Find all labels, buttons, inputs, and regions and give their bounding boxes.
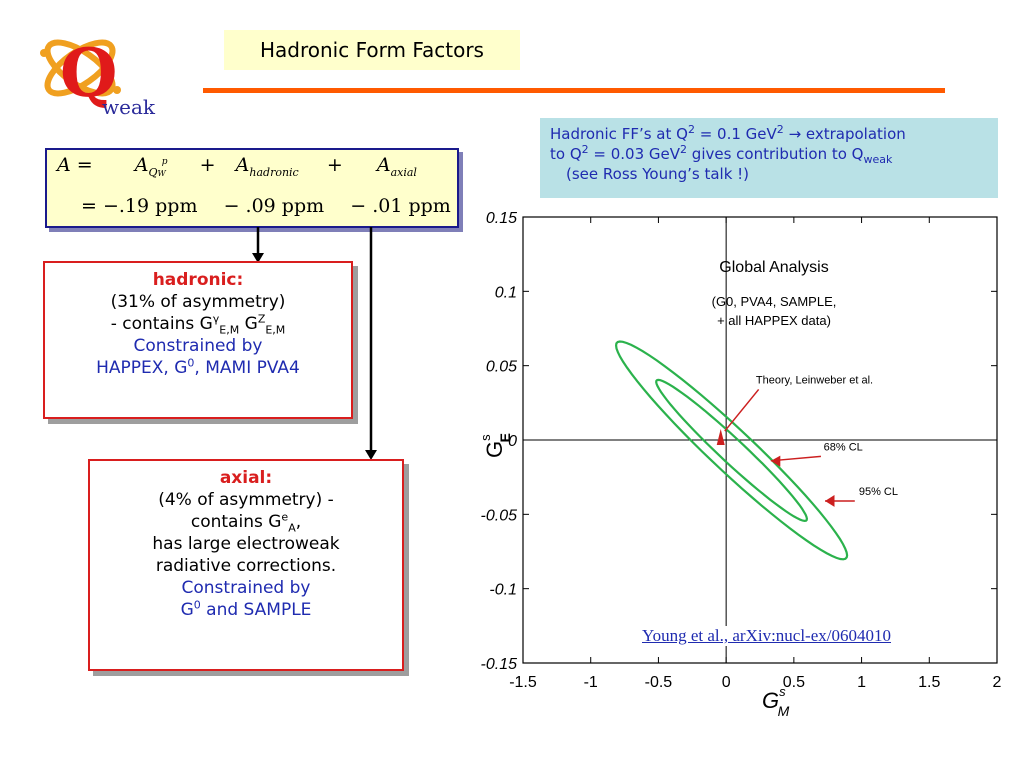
- eq-term-3: A: [376, 154, 391, 176]
- theory-marker: [716, 429, 725, 446]
- x-label-sup: s: [779, 684, 786, 699]
- x-tick-label: -1: [584, 674, 598, 691]
- x-axis-ticks: -1.5 -1 -0.5 0 0.5 1 1.5 2: [509, 217, 1002, 691]
- title-divider: [203, 88, 945, 93]
- y-axis-label: GsE: [480, 433, 513, 458]
- annotation-68cl: 68% CL: [824, 441, 863, 453]
- eq-term-1-sub: QW: [148, 166, 166, 179]
- hadronic-heading: hadronic:: [152, 270, 244, 290]
- x-tick-label: 1.5: [918, 674, 940, 691]
- asymmetry-equation: A = AQWp + Ahadronic + Aaxial = −.19 ppm…: [45, 148, 459, 228]
- hadronic-box: hadronic: (31% of asymmetry) - contains …: [43, 261, 353, 419]
- atom-icon: [44, 39, 116, 97]
- eq-lhs: A =: [57, 154, 93, 176]
- hadronic-line-3: Constrained by: [133, 336, 263, 356]
- eq-term-1: A: [134, 154, 149, 176]
- x-tick-label: 2: [993, 674, 1002, 691]
- y-label-sub: E: [497, 433, 513, 442]
- logo-letter: Q: [60, 34, 118, 112]
- annotation-68cl-arrowhead: [770, 455, 781, 467]
- equation-row-2: = −.19 ppm − .09 ppm − .01 ppm: [81, 195, 451, 217]
- info-line-1: Hadronic FF’s at Q2 = 0.1 GeV2 → extrapo…: [550, 123, 906, 143]
- y-label-sup: s: [480, 434, 493, 441]
- x-tick-label: 0.5: [783, 674, 805, 691]
- axial-line-5: Constrained by: [181, 578, 311, 598]
- chart-annotations: Theory, Leinweber et al. 68% CL 95% CL: [724, 375, 898, 507]
- zero-lines: [523, 217, 997, 663]
- chart-subtitle-2: + all HAPPEX data): [717, 313, 831, 328]
- y-axis-ticks: 0.15 0.1 0.05 0 -0.05 -0.1 -0.15: [481, 210, 997, 673]
- x-axis-label: Gs M: [762, 684, 790, 719]
- y-tick-label: 0.15: [486, 210, 517, 227]
- axial-line-6: G0 and SAMPLE: [180, 598, 312, 620]
- axial-line-1: (4% of asymmetry) -: [158, 490, 334, 510]
- eq-term-3-sub: axial: [390, 166, 417, 179]
- x-tick-label: 1: [857, 674, 866, 691]
- info-line-2: to Q2 = 0.03 GeV2 gives contribution to …: [550, 143, 893, 166]
- x-tick-label: -0.5: [645, 674, 673, 691]
- x-tick-label: 0: [722, 674, 731, 691]
- y-tick-label: 0.1: [495, 284, 517, 301]
- extrapolation-note: Hadronic FF’s at Q2 = 0.1 GeV2 → extrapo…: [540, 118, 998, 198]
- hadronic-line-2: - contains GγE,M GZE,M: [110, 312, 286, 337]
- hadronic-line-1: (31% of asymmetry): [110, 292, 286, 312]
- axial-line-4: radiative corrections.: [155, 556, 337, 576]
- global-analysis-chart: -1.5 -1 -0.5 0 0.5 1 1.5 2 0.15 0.1 0.05 0 -0.05 -0.…: [480, 210, 1002, 719]
- logo-text: weak: [102, 95, 156, 119]
- axial-line-2: contains GeA,: [190, 510, 302, 535]
- x-tick-label: -1.5: [509, 674, 537, 691]
- contour-68cl: [655, 378, 809, 523]
- eq-plus-2: +: [326, 154, 343, 176]
- eq-value-2: − .09 ppm: [223, 195, 325, 217]
- eq-value-3: − .01 ppm: [350, 195, 451, 217]
- qweak-logo: Q weak: [40, 34, 156, 119]
- annotation-theory-arrow: [724, 388, 760, 432]
- axial-box: axial: (4% of asymmetry) - contains GeA,…: [88, 459, 404, 671]
- y-tick-label: -0.15: [481, 656, 518, 673]
- info-line-3: (see Ross Young’s talk !): [566, 165, 750, 183]
- contour-95cl: [614, 340, 849, 561]
- axial-heading: axial:: [219, 468, 273, 488]
- x-label-main: G: [762, 688, 779, 713]
- eq-term-1-sup: p: [161, 157, 168, 167]
- eq-plus-1: +: [199, 154, 216, 176]
- y-label-main: G: [482, 441, 507, 458]
- axial-line-3: has large electroweak: [152, 534, 340, 554]
- citation-link[interactable]: Young et al., arXiv:nucl-ex/0604010: [642, 626, 891, 646]
- chart-title: Global Analysis: [719, 259, 828, 276]
- eq-value-1: = −.19 ppm: [81, 195, 198, 217]
- x-label-sub: M: [778, 703, 790, 719]
- y-tick-label: 0.05: [486, 359, 517, 376]
- y-tick-label: 0: [508, 433, 517, 450]
- hadronic-line-4: HAPPEX, G0, MAMI PVA4: [96, 356, 300, 378]
- page-title: Hadronic Form Factors: [224, 30, 520, 70]
- chart-subtitle-1: (G0, PVA4, SAMPLE,: [712, 294, 837, 309]
- annotation-95cl-arrowhead: [825, 495, 835, 507]
- eq-term-2: A: [235, 154, 250, 176]
- annotation-theory: Theory, Leinweber et al.: [756, 375, 873, 387]
- y-tick-label: -0.05: [481, 507, 518, 524]
- eq-term-2-sub: hadronic: [249, 166, 299, 179]
- equation-row-1: A = AQWp + Ahadronic + Aaxial: [57, 154, 417, 179]
- confidence-contours: [614, 340, 849, 561]
- annotation-95cl: 95% CL: [859, 486, 898, 498]
- y-tick-label: -0.1: [489, 582, 517, 599]
